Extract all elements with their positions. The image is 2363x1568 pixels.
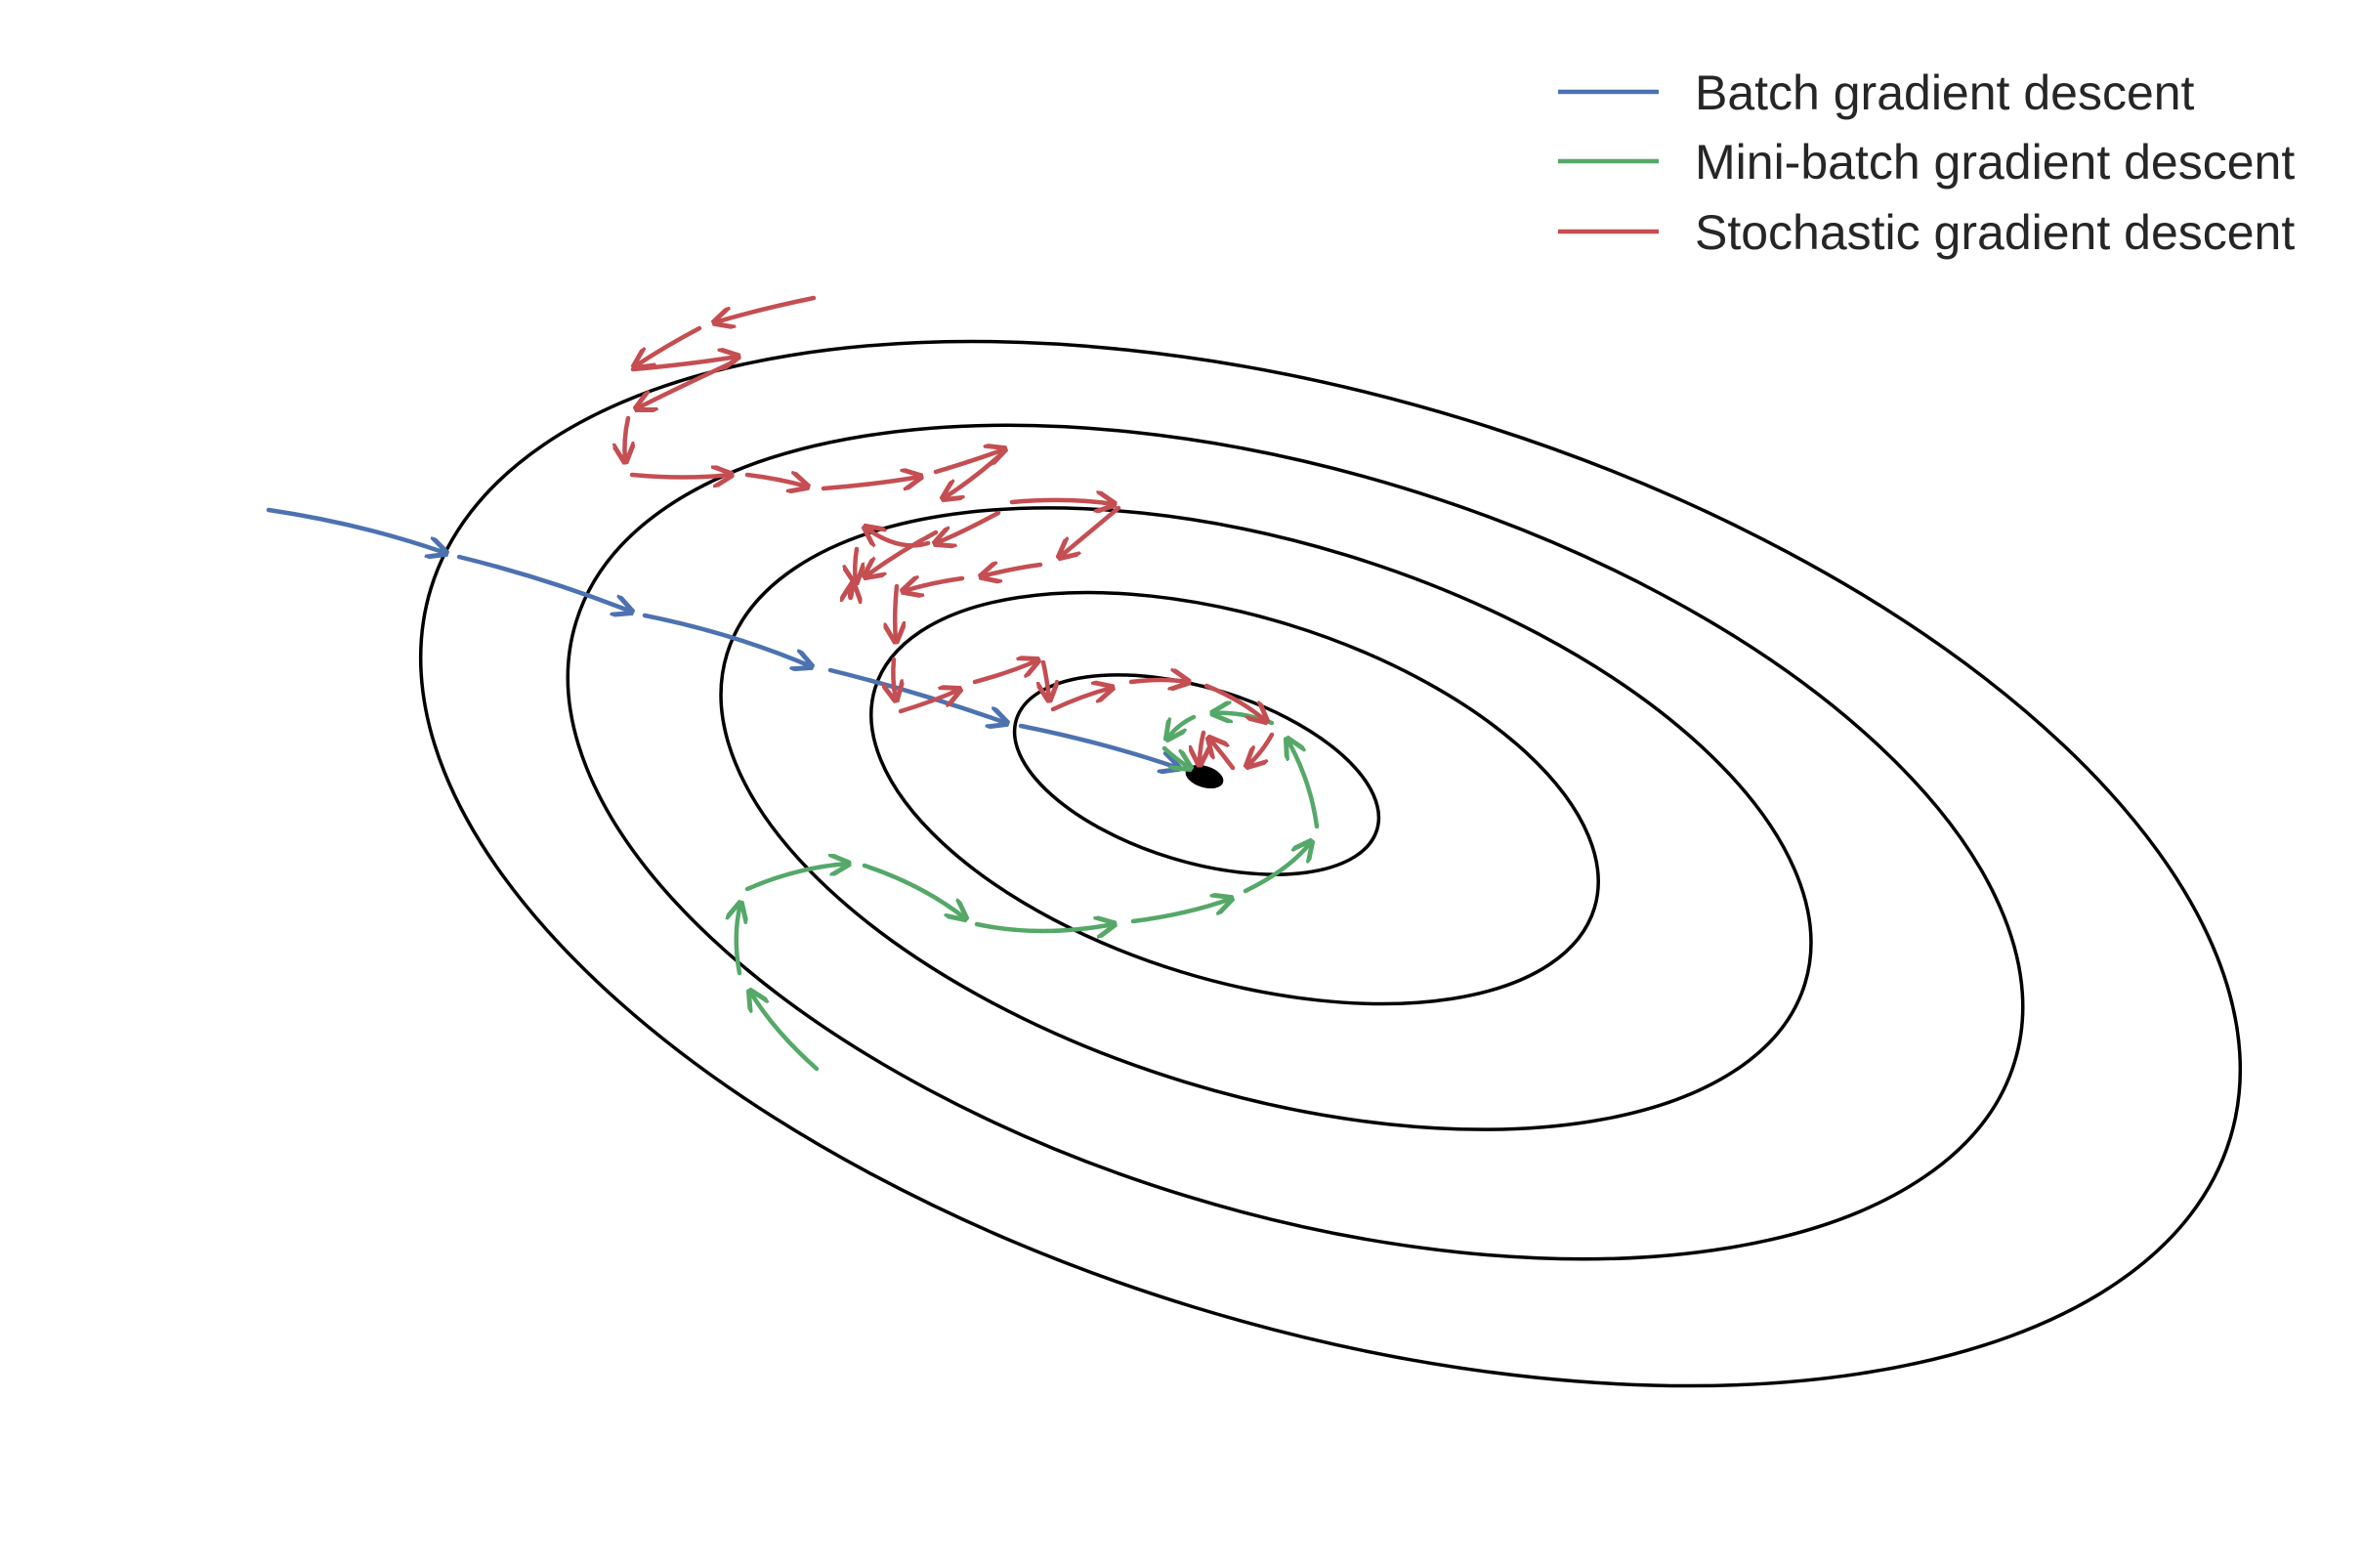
batch-path — [266, 507, 1178, 768]
legend-label-minibatch: Mini-batch gradient descent — [1695, 135, 2295, 190]
sgd-step — [630, 357, 738, 372]
legend-item-sgd: Stochastic gradient descent — [1558, 205, 2295, 260]
sgd-step — [933, 449, 1004, 475]
sgd-step — [1043, 659, 1049, 699]
sgd-step — [1128, 680, 1188, 682]
sgd-step — [972, 660, 1037, 685]
minibatch-step — [1130, 899, 1231, 924]
minibatch-step — [1287, 740, 1320, 829]
sgd-step — [865, 530, 939, 576]
sgd-step — [893, 657, 896, 699]
contour-ring-2 — [869, 590, 1600, 1006]
minibatch-step — [974, 924, 1114, 931]
legend: Batch gradient descent Mini-batch gradie… — [1558, 65, 2295, 260]
legend-label-batch: Batch gradient descent — [1695, 65, 2195, 120]
minibatch-path — [737, 713, 1320, 1072]
batch-step — [456, 554, 631, 612]
sgd-step — [635, 325, 702, 366]
legend-item-minibatch: Mini-batch gradient descent — [1558, 135, 2295, 190]
sgd-step — [855, 546, 857, 582]
sgd-step — [744, 475, 807, 487]
contour-ring-4 — [566, 423, 2025, 1261]
contour-ring-3 — [719, 506, 1813, 1131]
minibatch-step — [737, 904, 740, 976]
sgd-step — [895, 583, 897, 641]
sgd-step — [1050, 688, 1112, 712]
sgd-step — [624, 415, 628, 461]
contour-ring-5 — [418, 339, 2243, 1388]
sgd-path — [624, 295, 1275, 771]
sgd-step — [850, 584, 853, 598]
minibatch-step — [1161, 745, 1190, 768]
batch-step — [1018, 723, 1178, 768]
sgd-step — [936, 510, 1001, 543]
sgd-step — [637, 359, 738, 408]
sgd-step — [1247, 732, 1275, 766]
minibatch-step — [744, 864, 848, 892]
batch-step — [827, 667, 1006, 723]
sgd-step — [1209, 739, 1236, 771]
sgd-step — [821, 477, 920, 488]
sgd-step — [715, 295, 817, 322]
minibatch-step — [862, 863, 965, 918]
sgd-step — [898, 690, 959, 714]
legend-item-batch: Batch gradient descent — [1558, 65, 2195, 120]
contour-lines — [418, 339, 2243, 1388]
sgd-step — [1200, 730, 1203, 764]
batch-step — [266, 507, 445, 553]
sgd-step — [982, 565, 1043, 576]
minibatch-step — [750, 992, 820, 1072]
sgd-step — [944, 448, 1007, 498]
sgd-step — [904, 578, 965, 591]
sgd-step — [1203, 683, 1266, 721]
minibatch-step — [1243, 842, 1311, 894]
legend-label-sgd: Stochastic gradient descent — [1695, 205, 2295, 260]
sgd-step — [1009, 500, 1114, 504]
sgd-step — [865, 528, 931, 548]
sgd-step — [1060, 505, 1121, 557]
minibatch-step — [1167, 714, 1197, 739]
sgd-step — [629, 475, 731, 478]
batch-step — [642, 613, 811, 666]
